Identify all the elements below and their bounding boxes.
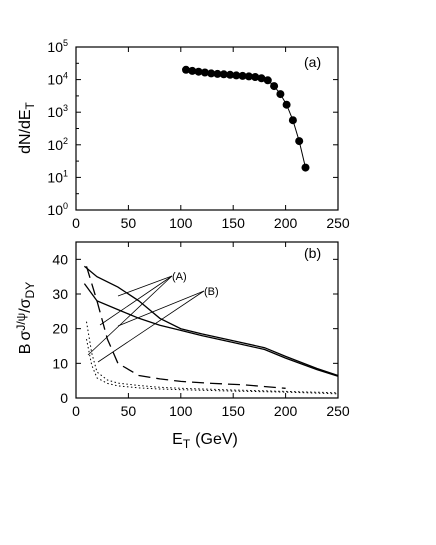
panel-a-data-point bbox=[238, 71, 247, 80]
panel-b-x-tick-label: 150 bbox=[222, 403, 246, 419]
panel-a-y-tick-label: 101 bbox=[47, 168, 68, 185]
panel-b-series-line-a-solid bbox=[83, 283, 339, 377]
panel-a-data-point bbox=[301, 163, 310, 172]
panel-b-x-tick-label: 200 bbox=[274, 403, 298, 419]
panel-b-series bbox=[83, 265, 339, 395]
annotation-leader-line bbox=[117, 290, 205, 327]
panel-a-data-point bbox=[251, 73, 260, 81]
panel-b-y-tick-label: 30 bbox=[52, 286, 68, 302]
panel-b-y-tick-label: 40 bbox=[52, 251, 68, 267]
panel-b-y-tick-label: 10 bbox=[52, 355, 68, 371]
panel-a-y-tick-label: 102 bbox=[47, 136, 68, 153]
panel-b-x-tick-label: 250 bbox=[326, 403, 350, 419]
panel-a-data-point bbox=[188, 66, 197, 75]
panel-a-data-point bbox=[276, 90, 285, 99]
panel-b-y-ticks: 0 10 20 30 40 bbox=[52, 251, 338, 406]
panel-a-data-point bbox=[232, 71, 241, 80]
annotation-leader-line bbox=[99, 275, 173, 326]
annotation-b: (B) bbox=[204, 286, 219, 298]
panel-a-y-tick-label: 103 bbox=[47, 103, 68, 120]
panel-a-data-point bbox=[194, 67, 203, 76]
panel-a-data-point bbox=[270, 82, 279, 91]
panel-a-data-point bbox=[219, 70, 228, 79]
panel-a-x-tick-label: 150 bbox=[222, 215, 246, 231]
panel-a-data-point bbox=[226, 70, 235, 79]
panel-a-y-tick-label: 100 bbox=[47, 201, 68, 218]
annotation-leader-line bbox=[97, 290, 205, 363]
panel-a-data-point bbox=[282, 100, 291, 109]
panel-a-data-point bbox=[263, 76, 272, 85]
panel-a-x-tick-label: 100 bbox=[169, 215, 193, 231]
panel-b-series-line-a-solid bbox=[83, 265, 339, 377]
panel-b-y-tick-label: 20 bbox=[52, 321, 68, 337]
panel-a-data-point bbox=[182, 65, 190, 74]
panel-b-frame bbox=[75, 241, 339, 399]
panel-b: 0 50 100 150 200 250 0 10 20 30 40 (b) (A) (B) ET… bbox=[14, 241, 350, 451]
annotation-a: (A) bbox=[172, 271, 187, 283]
panel-b-series-line-b-dotted bbox=[86, 321, 339, 394]
panel-a-x-tick-label: 200 bbox=[274, 215, 298, 231]
panel-a-data-point bbox=[244, 72, 253, 81]
panel-b-y-axis-label: BσJ/ψ/σDY bbox=[14, 282, 37, 354]
panel-a-y-tick-label: 105 bbox=[47, 38, 68, 55]
panel-b-label: (b) bbox=[304, 245, 321, 261]
panel-b-x-tick-label: 0 bbox=[72, 403, 80, 419]
panel-b-annotation-leaders bbox=[87, 275, 205, 363]
annotation-leader-line bbox=[117, 275, 173, 297]
panel-a-series bbox=[182, 65, 310, 172]
panel-a-x-tick-label: 0 bbox=[72, 215, 80, 231]
panel-b-x-tick-label: 50 bbox=[121, 403, 137, 419]
panel-b-x-tick-label: 100 bbox=[169, 403, 193, 419]
panel-a-y-tick-label: 104 bbox=[47, 71, 68, 88]
panel-a-data-point bbox=[200, 68, 209, 77]
panel-b-series-line-b-dotted bbox=[86, 339, 339, 395]
annotation-leader-line bbox=[87, 275, 173, 356]
panel-a-x-tick-label: 250 bbox=[326, 215, 350, 231]
panel-b-series-line-a-dashed bbox=[85, 266, 286, 389]
panel-b-x-axis-label: ET (GeV) bbox=[172, 431, 238, 451]
panel-a: 0 50 100 150 200 250 100 101 102 103 104 105 (a) d… bbox=[17, 38, 350, 231]
panel-a-data-point bbox=[207, 69, 216, 78]
panel-a-y-ticks: 100 101 102 103 104 105 bbox=[47, 38, 338, 218]
panel-a-x-ticks: 0 50 100 150 200 250 bbox=[72, 47, 350, 231]
panel-a-data-point bbox=[288, 116, 297, 125]
panel-a-data-point bbox=[213, 69, 222, 78]
panel-b-x-ticks: 0 50 100 150 200 250 bbox=[72, 242, 350, 419]
panel-a-x-tick-label: 50 bbox=[121, 215, 137, 231]
panel-a-data-point bbox=[295, 137, 304, 146]
panel-a-y-axis-label: dN/dET bbox=[17, 101, 37, 153]
panel-a-label: (a) bbox=[304, 54, 321, 70]
panel-b-y-tick-label: 0 bbox=[60, 390, 68, 406]
panel-a-series-line bbox=[185, 69, 306, 168]
panel-a-data-point bbox=[257, 74, 266, 83]
